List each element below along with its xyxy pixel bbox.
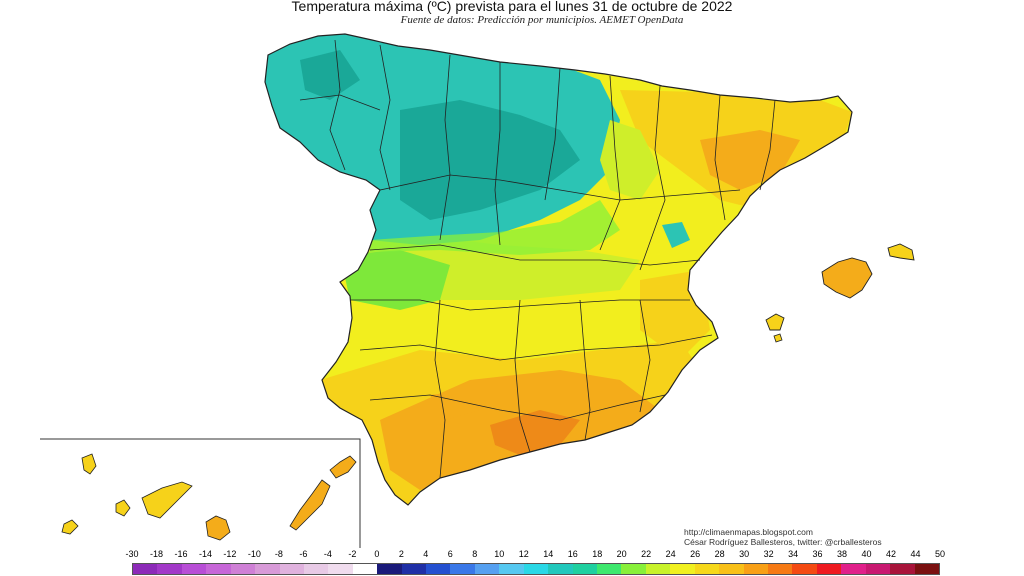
legend-tick-label: 44 [910, 549, 921, 559]
legend-color-cell [841, 564, 866, 574]
legend-tick-label: 8 [472, 549, 478, 559]
legend-color-cell [816, 564, 842, 574]
legend-color-cell [670, 564, 695, 574]
canary-islands-inset [40, 438, 361, 548]
legend-color-cell [426, 564, 451, 574]
legend-color-cell [255, 564, 280, 574]
legend-tick-label: 14 [543, 549, 554, 559]
legend-color-cell [279, 564, 304, 574]
legend-color-cell [792, 564, 817, 574]
legend-color-cell [474, 564, 500, 574]
legend-color-cell [206, 564, 231, 574]
legend-tick-label: -14 [198, 549, 212, 559]
legend-tick-label: 0 [374, 549, 380, 559]
legend-color-cell [621, 564, 646, 574]
legend-tick-label: 12 [518, 549, 529, 559]
legend-tick-label: -18 [149, 549, 163, 559]
legend-color-cell [303, 564, 329, 574]
legend-tick-label: 16 [567, 549, 578, 559]
legend-color-cell [230, 564, 256, 574]
legend-tick-label: 10 [494, 549, 505, 559]
credits-blog-link[interactable]: http://climaenmapas.blogspot.com [684, 527, 813, 537]
legend-tick-label: -30 [125, 549, 139, 559]
legend-tick-label: 36 [812, 549, 823, 559]
legend-tick-label: 4 [423, 549, 429, 559]
legend-tick-label: -12 [223, 549, 237, 559]
legend-color-cell [352, 564, 378, 574]
legend-tick-label: -4 [323, 549, 332, 559]
legend-color-cell [523, 564, 549, 574]
legend-tick-label: 42 [886, 549, 897, 559]
map-title: Temperatura máxima (ºC) prevista para el… [291, 0, 733, 14]
legend-color-cell [499, 564, 524, 574]
legend-tick-label: 28 [714, 549, 725, 559]
legend-tick-label: 34 [788, 549, 799, 559]
legend-color-cell [914, 564, 939, 574]
legend-color-cell [133, 564, 158, 574]
legend-color-bar [132, 563, 940, 575]
map-subtitle: Fuente de datos: Predicción por municipi… [400, 14, 684, 26]
balearic-islands [765, 243, 915, 343]
legend-tick-label: 38 [837, 549, 848, 559]
legend-tick-label: -2 [348, 549, 357, 559]
peninsula-temperature-field [265, 34, 852, 505]
legend-tick-label: 26 [690, 549, 701, 559]
legend-color-cell [694, 564, 720, 574]
legend-tick-label: 2 [398, 549, 404, 559]
legend-color-cell [743, 564, 768, 574]
legend-tick-label: 40 [861, 549, 872, 559]
legend-color-cell [328, 564, 353, 574]
legend-tick-label: 50 [934, 549, 946, 559]
legend-tick-label: -6 [299, 549, 308, 559]
province-borders [299, 39, 776, 479]
legend-color-cell [572, 564, 598, 574]
legend-color-cell [401, 564, 427, 574]
legend-color-cell [377, 564, 402, 574]
legend-tick-label: 18 [592, 549, 603, 559]
legend-tick-label: 32 [763, 549, 774, 559]
legend-tick-label: -16 [174, 549, 188, 559]
legend-tick-label: 24 [665, 549, 676, 559]
legend-color-cell [157, 564, 182, 574]
legend-color-cell [450, 564, 475, 574]
legend-color-cell [597, 564, 622, 574]
legend-tick-label: 6 [447, 549, 453, 559]
legend-color-cell [548, 564, 573, 574]
legend-color-cell [645, 564, 671, 574]
legend-color-cell [865, 564, 891, 574]
legend-tick-label: -8 [274, 549, 283, 559]
spain-coastline [264, 33, 853, 506]
legend-tick-labels: -30 -18 -16 -14 -12 -10 -8 -6 -4 -2 0 2 4 6 8 10 12 14 16 1… [0, 549, 1024, 561]
credits: http://climaenmapas.blogspot.com César R… [684, 527, 882, 547]
legend-tick-label: 30 [739, 549, 750, 559]
legend-color-cell [767, 564, 793, 574]
legend-color-cell [890, 564, 915, 574]
legend-tick-label: -10 [247, 549, 261, 559]
legend-color-cell [181, 564, 207, 574]
legend-tick-label: 22 [641, 549, 652, 559]
legend-tick-label: 20 [616, 549, 627, 559]
legend-color-cell [719, 564, 744, 574]
credits-author: César Rodríguez Ballesteros, twitter: @c… [684, 537, 882, 547]
